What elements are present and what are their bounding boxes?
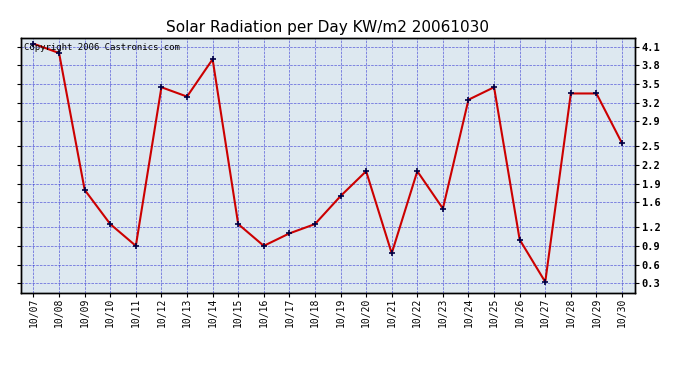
Text: Copyright 2006 Castronics.com: Copyright 2006 Castronics.com [23,43,179,52]
Title: Solar Radiation per Day KW/m2 20061030: Solar Radiation per Day KW/m2 20061030 [166,20,489,35]
